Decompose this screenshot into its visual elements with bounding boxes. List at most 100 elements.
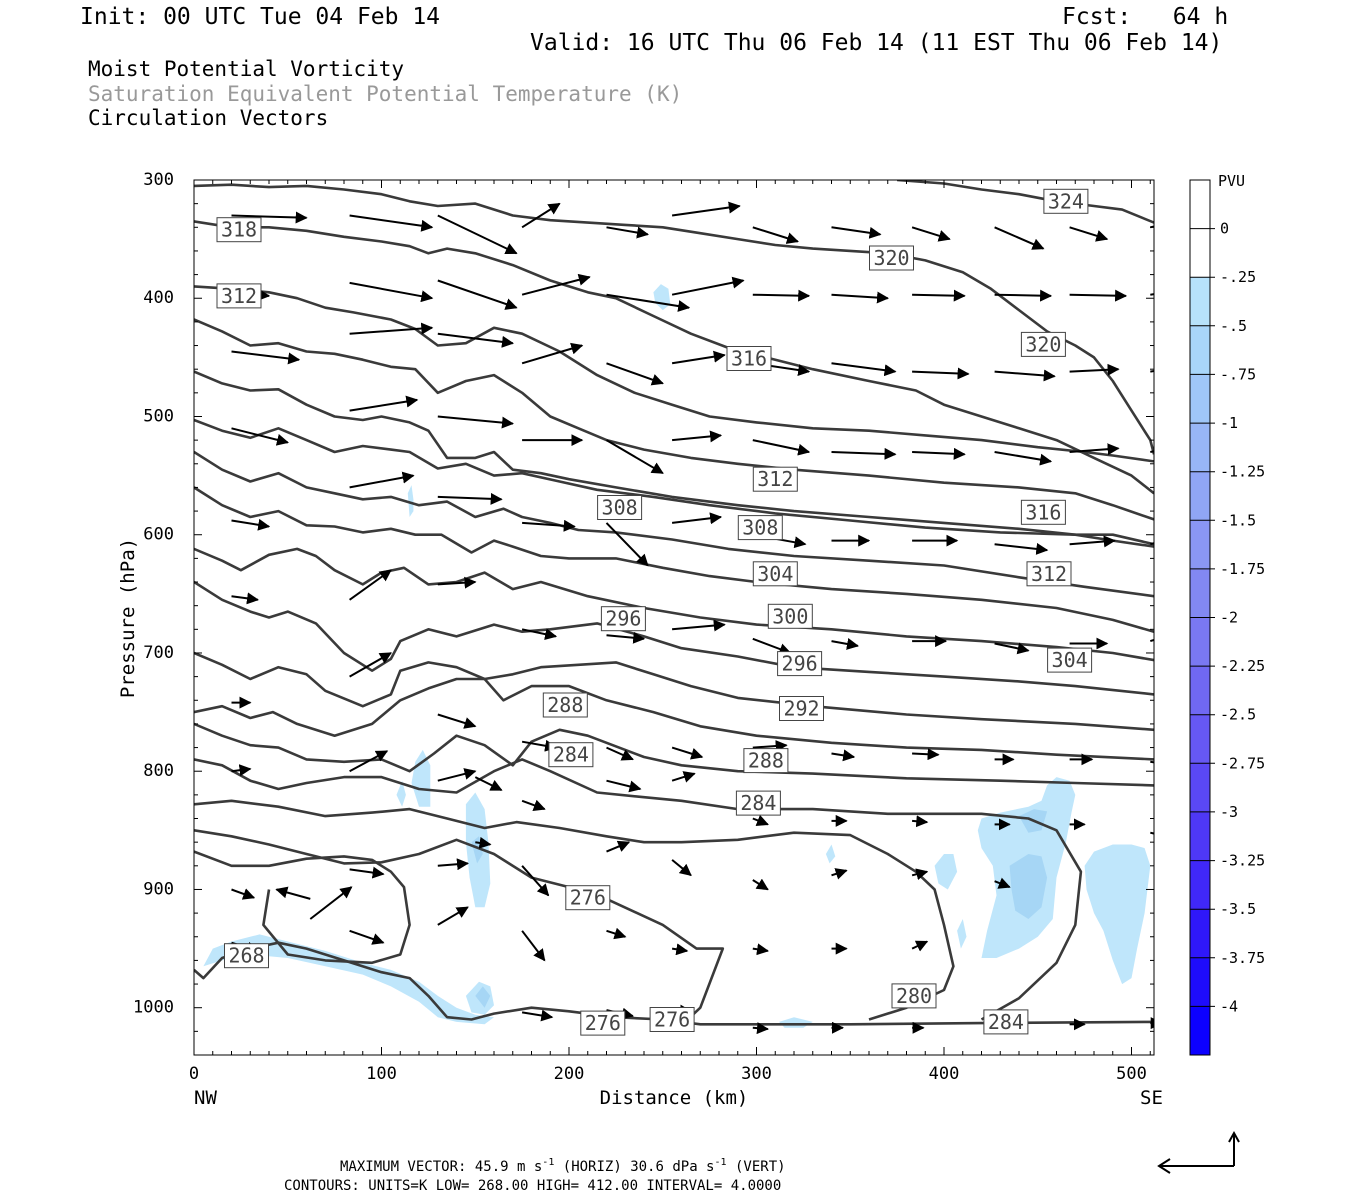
circulation-vector-87 [521, 799, 546, 811]
circulation-vector-28 [606, 362, 664, 386]
contour-label-text: 318 [221, 218, 257, 242]
mpv-shade-15 [475, 986, 491, 1008]
contour-label-layer: 324 318 320 312 320 316 312 308 316 308 304 312 296 3… [216, 188, 1093, 1036]
contour-label-24: 276 [580, 1010, 626, 1036]
isentrope-340 [897, 180, 1154, 224]
field-title-vectors: Circulation Vectors [88, 106, 329, 130]
circulation-vector-65 [672, 619, 726, 632]
contour-label-text: 312 [757, 467, 793, 491]
max-vector-text: MAXIMUM VECTOR: 45.9 m s-1 (HORIZ) 30.6 … [340, 1157, 786, 1175]
isentrope-280 [194, 799, 955, 1021]
isentrope-320 [194, 370, 1154, 546]
circulation-vector-48 [231, 518, 271, 531]
colorbar-label-5: -1.25 [1220, 463, 1265, 481]
x-tick-label-500: 500 [1116, 1064, 1147, 1084]
contour-label-8: 316 [1020, 499, 1066, 525]
contour-label-1: 318 [216, 217, 262, 243]
colorbar-swatch-7 [1190, 520, 1210, 570]
colorbar-swatch-8 [1190, 568, 1210, 618]
x-tick-label-100: 100 [366, 1064, 397, 1084]
y-tick-label-600: 600 [143, 525, 174, 545]
isentrope-288 [194, 722, 1154, 787]
circulation-vector-57 [994, 542, 1049, 555]
circulation-vector-95 [1150, 827, 1154, 840]
mpv-shade-0 [203, 934, 494, 1025]
contour-label-text: 288 [547, 693, 583, 717]
contour-label-box [216, 283, 262, 309]
contour-label-box [565, 885, 611, 911]
contour-label-18: 284 [548, 742, 594, 768]
colorbar-label-9: -2.25 [1220, 657, 1265, 675]
forecast-hour: Fcst: 64 h [1062, 4, 1229, 30]
circulation-vector-6 [752, 226, 799, 244]
colorbar-label-1: -.25 [1220, 268, 1256, 286]
contour-label-box [600, 606, 646, 632]
contour-label-text: 316 [1025, 500, 1061, 524]
circulation-vector-49 [349, 471, 415, 489]
circulation-vector-8 [911, 226, 951, 242]
contour-label-5: 316 [726, 346, 772, 371]
colorbar-swatch-17 [1190, 1006, 1210, 1056]
contour-label-16: 288 [542, 692, 588, 718]
circulation-vector-layer [231, 201, 1154, 1035]
isentrope-328 [194, 285, 1154, 463]
circulation-vector-41 [672, 430, 723, 443]
colorbar-label-0: 0 [1220, 220, 1229, 238]
max-vector-mid: (HORIZ) 30.6 dPa s [554, 1159, 714, 1175]
circulation-vector-2 [437, 214, 518, 255]
colorbar-label-10: -2.5 [1220, 706, 1256, 724]
colorbar-swatch-4 [1190, 374, 1210, 424]
circulation-vector-24 [231, 350, 301, 365]
contour-label-box [767, 603, 813, 629]
colorbar-label-16: -4 [1220, 997, 1238, 1015]
circulation-vector-29 [671, 350, 726, 365]
y-tick-label-800: 800 [143, 761, 174, 781]
contour-label-text: 276 [585, 1011, 621, 1035]
circulation-vector-5 [671, 201, 741, 217]
circulation-vector-20 [912, 289, 966, 302]
circulation-vector-85 [349, 750, 389, 773]
mpv-shade-2 [411, 749, 431, 807]
contour-label-text: 288 [748, 749, 784, 773]
isentrope-300 [194, 580, 1154, 696]
circulation-vector-51 [522, 519, 576, 532]
circulation-vector-76 [606, 746, 634, 761]
colorbar-swatch-12 [1190, 763, 1210, 813]
colorbar-swatch-0 [1190, 180, 1210, 230]
x-tick-label-200: 200 [554, 1064, 585, 1084]
contour-label-box [597, 495, 643, 520]
contour-label-text: 312 [221, 284, 257, 308]
contour-label-text: 320 [1025, 332, 1061, 356]
contour-label-7: 308 [597, 495, 643, 520]
circulation-vector-108 [437, 906, 469, 926]
mpv-shade-5 [407, 485, 414, 517]
circulation-vector-125 [275, 886, 311, 900]
contour-label-text: 304 [1052, 648, 1088, 672]
contour-label-4: 320 [1020, 331, 1066, 357]
colorbar-label-7: -1.75 [1220, 560, 1265, 578]
circulation-vector-13 [349, 281, 434, 303]
circulation-vector-34 [1069, 363, 1120, 376]
circulation-vector-14 [437, 279, 518, 310]
y-tick-label-500: 500 [143, 406, 174, 426]
max-vector-sup2: -1 [715, 1157, 727, 1168]
contour-label-text: 280 [896, 984, 932, 1008]
y-tick-label-1000: 1000 [133, 998, 174, 1018]
colorbar-swatch-16 [1190, 957, 1210, 1007]
contour-label-text: 284 [988, 1010, 1024, 1034]
contour-label-box [735, 790, 781, 816]
circulation-vector-62 [437, 576, 477, 589]
isentrope-296 [194, 651, 1154, 732]
contour-label-23: 280 [891, 983, 937, 1009]
circulation-vector-58 [1069, 535, 1116, 548]
colorbar-swatch-9 [1190, 617, 1210, 667]
circulation-vector-25 [349, 322, 434, 335]
circulation-vector-36 [231, 427, 289, 446]
circulation-vector-124 [309, 886, 353, 920]
circulation-vector-53 [671, 512, 723, 525]
colorbar-swatch-10 [1190, 666, 1210, 716]
circulation-vector-7 [831, 226, 882, 239]
y-axis-label: Pressure (hPa) [117, 538, 139, 698]
contour-label-box [1026, 561, 1072, 587]
contour-label-text: 292 [783, 697, 819, 721]
